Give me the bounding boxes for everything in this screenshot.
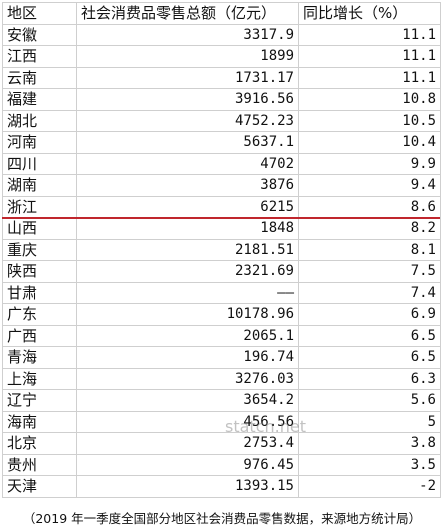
cell-retail-sales: 3654.2 [76, 389, 299, 412]
cell-retail-sales: 5637.1 [76, 131, 299, 154]
cell-retail-sales: 2181.51 [76, 238, 299, 261]
cell-growth: 6.9 [298, 303, 441, 326]
table-row: 天津 1393.15 -2 [2, 475, 441, 498]
table-row: 福建 3916.56 10.8 [2, 88, 441, 111]
cell-region: 广西 [2, 324, 77, 347]
cell-retail-sales: 2321.69 [76, 260, 299, 283]
cell-region: 山西 [2, 217, 77, 240]
cell-retail-sales: —— [76, 281, 299, 304]
cell-retail-sales: 1848 [76, 217, 299, 240]
cell-retail-sales: 3876 [76, 174, 299, 197]
cell-growth: 7.4 [298, 281, 441, 304]
header-region: 地区 [2, 2, 77, 25]
table-row: 陕西 2321.69 7.5 [2, 260, 441, 283]
cell-region: 湖南 [2, 174, 77, 197]
cell-region: 云南 [2, 66, 77, 89]
cell-growth: 9.9 [298, 152, 441, 175]
table-row: 北京 2753.4 3.8 [2, 432, 441, 455]
table-row: 辽宁 3654.2 5.6 [2, 389, 441, 412]
cell-region: 辽宁 [2, 389, 77, 412]
cell-growth: 11.1 [298, 23, 441, 46]
table-row: 安徽 3317.9 11.1 [2, 23, 441, 46]
table-row: 上海 3276.03 6.3 [2, 367, 441, 390]
cell-region: 重庆 [2, 238, 77, 261]
table-row: 江西 1899 11.1 [2, 45, 441, 68]
cell-growth: 8.6 [298, 195, 441, 218]
cell-region: 江西 [2, 45, 77, 68]
cell-retail-sales: 196.74 [76, 346, 299, 369]
cell-retail-sales: 3276.03 [76, 367, 299, 390]
table-row: 湖南 3876 9.4 [2, 174, 441, 197]
table-row: 贵州 976.45 3.5 [2, 453, 441, 476]
table-row: 青海 196.74 6.5 [2, 346, 441, 369]
table-row: 浙江 6215 8.6 [2, 195, 441, 218]
cell-region: 海南 [2, 410, 77, 433]
cell-retail-sales: 4752.23 [76, 109, 299, 132]
watermark: statcn.net [225, 417, 306, 436]
cell-region: 浙江 [2, 195, 77, 218]
cell-region: 福建 [2, 88, 77, 111]
table-row: 广东 10178.96 6.9 [2, 303, 441, 326]
table-row: 山西 1848 8.2 [2, 217, 441, 240]
data-sheet: 地区 社会消费品零售总额（亿元） 同比增长（%） 安徽 3317.9 11.1 江西 1… [2, 2, 441, 498]
cell-region: 贵州 [2, 453, 77, 476]
table-row: 重庆 2181.51 8.1 [2, 238, 441, 261]
cell-retail-sales: 1899 [76, 45, 299, 68]
cell-retail-sales: 4702 [76, 152, 299, 175]
table-header-row: 地区 社会消费品零售总额（亿元） 同比增长（%） [2, 2, 441, 25]
cell-growth: 10.4 [298, 131, 441, 154]
cell-region: 安徽 [2, 23, 77, 46]
cell-retail-sales: 1731.17 [76, 66, 299, 89]
table-row: 甘肃 —— 7.4 [2, 281, 441, 304]
cell-growth: 3.8 [298, 432, 441, 455]
cell-growth: -2 [298, 475, 441, 498]
cell-growth: 5 [298, 410, 441, 433]
cell-region: 上海 [2, 367, 77, 390]
cell-growth: 6.3 [298, 367, 441, 390]
red-divider-line [2, 216, 440, 219]
cell-region: 广东 [2, 303, 77, 326]
table-row: 海南 456.56 5 [2, 410, 441, 433]
table-row: 河南 5637.1 10.4 [2, 131, 441, 154]
cell-retail-sales: 2065.1 [76, 324, 299, 347]
cell-region: 陕西 [2, 260, 77, 283]
cell-growth: 11.1 [298, 66, 441, 89]
header-growth: 同比增长（%） [298, 2, 441, 25]
table-body: 安徽 3317.9 11.1 江西 1899 11.1 云南 1731.17 11.1 福建 391… [2, 23, 441, 498]
cell-retail-sales: 10178.96 [76, 303, 299, 326]
cell-region: 青海 [2, 346, 77, 369]
cell-retail-sales: 1393.15 [76, 475, 299, 498]
cell-region: 湖北 [2, 109, 77, 132]
cell-region: 北京 [2, 432, 77, 455]
table-row: 云南 1731.17 11.1 [2, 66, 441, 89]
cell-region: 河南 [2, 131, 77, 154]
retail-sales-table: 地区 社会消费品零售总额（亿元） 同比增长（%） 安徽 3317.9 11.1 江西 1… [2, 2, 441, 498]
cell-retail-sales: 976.45 [76, 453, 299, 476]
cell-region: 天津 [2, 475, 77, 498]
cell-growth: 10.8 [298, 88, 441, 111]
caption: （2019 年一季度全国部分地区社会消费品零售数据，来源地方统计局） [22, 511, 422, 526]
cell-growth: 6.5 [298, 324, 441, 347]
cell-growth: 10.5 [298, 109, 441, 132]
cell-growth: 11.1 [298, 45, 441, 68]
cell-growth: 7.5 [298, 260, 441, 283]
table-row: 广西 2065.1 6.5 [2, 324, 441, 347]
cell-growth: 6.5 [298, 346, 441, 369]
cell-region: 四川 [2, 152, 77, 175]
cell-growth: 9.4 [298, 174, 441, 197]
cell-growth: 8.2 [298, 217, 441, 240]
cell-region: 甘肃 [2, 281, 77, 304]
cell-retail-sales: 6215 [76, 195, 299, 218]
cell-retail-sales: 3317.9 [76, 23, 299, 46]
cell-growth: 8.1 [298, 238, 441, 261]
header-retail-sales: 社会消费品零售总额（亿元） [76, 2, 299, 25]
cell-growth: 5.6 [298, 389, 441, 412]
cell-growth: 3.5 [298, 453, 441, 476]
table-row: 湖北 4752.23 10.5 [2, 109, 441, 132]
table-row: 四川 4702 9.9 [2, 152, 441, 175]
cell-retail-sales: 3916.56 [76, 88, 299, 111]
